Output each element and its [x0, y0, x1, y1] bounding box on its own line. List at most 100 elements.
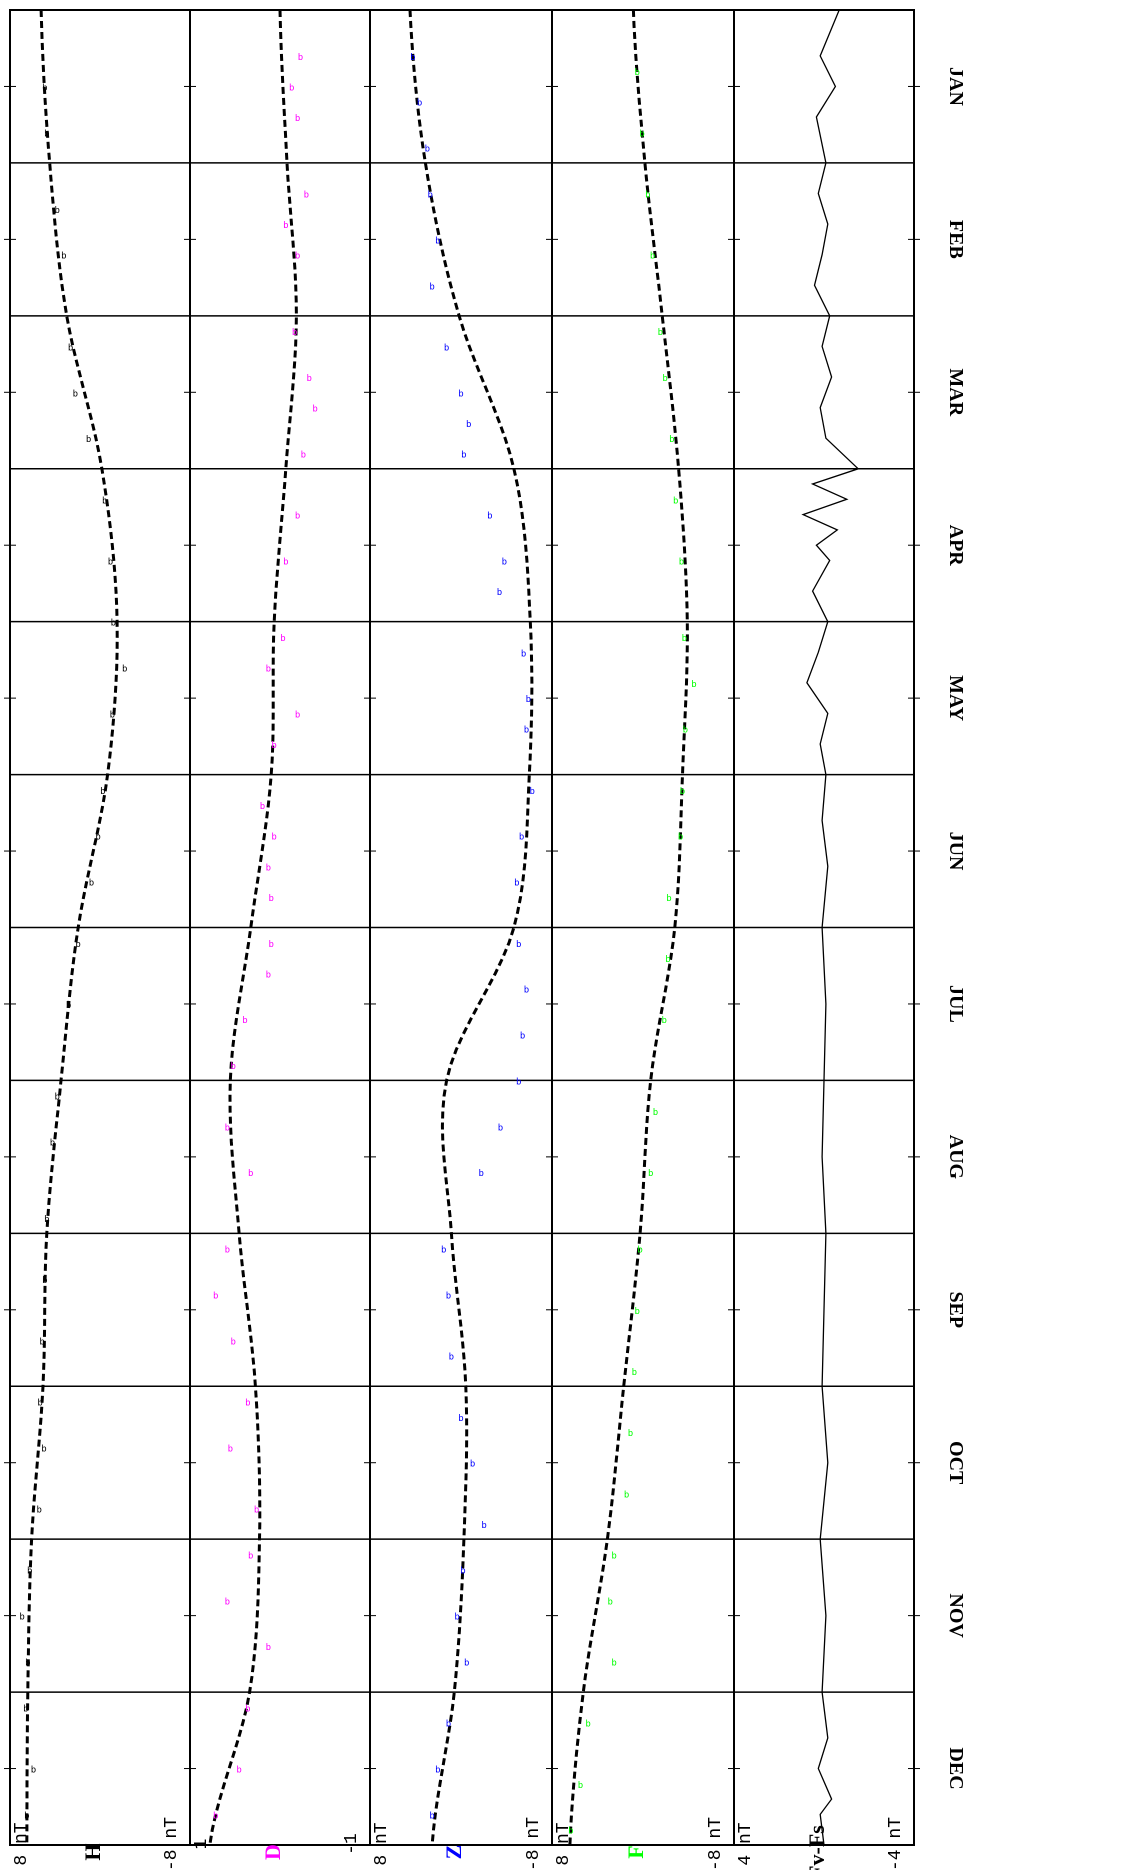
tick-label-bottom-z: -8 nT	[524, 1817, 544, 1870]
data-point-h: b	[24, 1811, 29, 1821]
month-label-oct: OCT	[945, 1441, 967, 1485]
data-point-z: b	[526, 695, 531, 705]
data-point-d: b	[213, 1292, 218, 1302]
data-point-z: b	[530, 787, 535, 797]
data-point-f: b	[661, 1016, 666, 1026]
grid	[4, 9, 920, 1846]
data-point-f: b	[632, 1368, 637, 1378]
data-point-d: b	[231, 1337, 236, 1347]
data-point-d: b	[242, 1016, 247, 1026]
data-point-h: b	[37, 1399, 42, 1409]
data-point-z: b	[458, 1414, 463, 1424]
baseline-h	[25, 9, 119, 1846]
data-point-f: b	[639, 129, 644, 139]
data-point-d: b	[266, 863, 271, 873]
data-point-d: b	[213, 1811, 218, 1821]
data-point-f: b	[691, 680, 696, 690]
data-point-h: b	[108, 558, 113, 568]
data-point-z: b	[454, 1613, 459, 1623]
data-point-h: b	[75, 940, 80, 950]
data-point-z: b	[427, 191, 432, 201]
tick-label-top-fv-fs: 4 nT	[736, 1822, 756, 1865]
data-point-f: b	[648, 1169, 653, 1179]
data-point-z: b	[449, 1353, 454, 1363]
data-point-h: b	[44, 1215, 49, 1225]
panel-name-h: H	[80, 1843, 105, 1860]
tick-label-bottom-f: -8 nT	[706, 1817, 726, 1870]
data-point-f: b	[680, 787, 685, 797]
residual-line	[801, 9, 860, 1846]
data-point-h: b	[23, 1704, 28, 1714]
data-point-d: b	[236, 1766, 241, 1776]
tick-label-top-f: 8 nT	[554, 1822, 574, 1865]
data-point-h: b	[31, 1766, 36, 1776]
data-point-d: b	[266, 665, 271, 675]
data-point-d: b	[283, 558, 288, 568]
data-point-f: b	[635, 68, 640, 78]
data-point-f: b	[683, 726, 688, 736]
data-point-f: b	[645, 191, 650, 201]
tick-label-top-d: 1	[192, 1839, 212, 1850]
data-point-f: b	[682, 634, 687, 644]
data-point-d: b	[283, 221, 288, 231]
data-point-f: b	[665, 955, 670, 965]
data-point-z: b	[435, 1766, 440, 1776]
month-label-jan: JAN	[945, 67, 967, 106]
data-point-f: b	[650, 252, 655, 262]
data-point-f: b	[608, 1597, 613, 1607]
data-point-f: b	[635, 1307, 640, 1317]
data-point-z: b	[460, 1567, 465, 1577]
data-point-f: b	[628, 1429, 633, 1439]
data-point-d: b	[271, 833, 276, 843]
data-point-h: b	[55, 206, 60, 216]
chart-marks: b b b b b b b b b b b b b b b b b b b b b b b b b b b b b b b b b b b b b b b b…	[19, 9, 860, 1846]
data-point-z: b	[514, 879, 519, 889]
data-point-z: b	[425, 145, 430, 155]
baseline-d	[208, 9, 298, 1846]
data-point-z: b	[429, 282, 434, 292]
data-point-h: b	[73, 389, 78, 399]
data-point-d: b	[304, 191, 309, 201]
tick-label-top-z: 8 nT	[372, 1822, 392, 1865]
month-label-mar: MAR	[945, 368, 967, 416]
data-point-f: b	[658, 328, 663, 338]
data-point-z: b	[446, 1720, 451, 1730]
data-point-d: b	[307, 374, 312, 384]
data-point-d: b	[225, 1246, 230, 1256]
data-point-f: b	[662, 374, 667, 384]
month-label-apr: APR	[945, 525, 967, 567]
data-point-z: b	[417, 99, 422, 109]
data-point-z: b	[497, 588, 502, 598]
data-point-z: b	[487, 512, 492, 522]
data-point-d: b	[225, 1597, 230, 1607]
data-point-z: b	[524, 726, 529, 736]
data-point-d: b	[298, 53, 303, 63]
data-point-z: b	[410, 53, 415, 63]
data-point-h: b	[27, 1567, 32, 1577]
data-point-d: b	[266, 970, 271, 980]
data-point-d: b	[295, 114, 300, 124]
data-point-h: b	[89, 879, 94, 889]
data-point-h: b	[110, 710, 115, 720]
data-point-d: b	[295, 252, 300, 262]
data-point-f: b	[568, 1827, 573, 1837]
data-point-d: b	[260, 802, 265, 812]
data-point-h: b	[42, 83, 47, 93]
baseline-z	[408, 9, 534, 1846]
panel-f: b b b b b b b b b b b b b b b b b b b b b b b b b b b b b b	[568, 9, 697, 1846]
data-point-d: b	[289, 83, 294, 93]
panel-name-d: D	[260, 1844, 285, 1860]
data-point-d: b	[245, 1704, 250, 1714]
data-point-h: b	[61, 252, 66, 262]
data-point-z: b	[470, 1460, 475, 1470]
panel-d: b b b b b b b b b b b b b b b b b b b b b b b b b b b b b b b b b b b b b b	[208, 9, 318, 1846]
data-point-d: b	[269, 940, 274, 950]
tick-label-bottom-fv-fs: -4 nT	[886, 1817, 906, 1870]
panel-axis-labels: 8 nT -8 nT H 1 -1 D 8 nT -8 nT Z 8 nT -8 nT F 4 nT -4…	[12, 1817, 906, 1870]
data-point-z: b	[466, 420, 471, 430]
data-point-h: b	[68, 343, 73, 353]
data-point-d: b	[280, 634, 285, 644]
data-point-h: b	[95, 833, 100, 843]
data-point-f: b	[611, 1551, 616, 1561]
month-label-feb: FEB	[945, 220, 967, 259]
